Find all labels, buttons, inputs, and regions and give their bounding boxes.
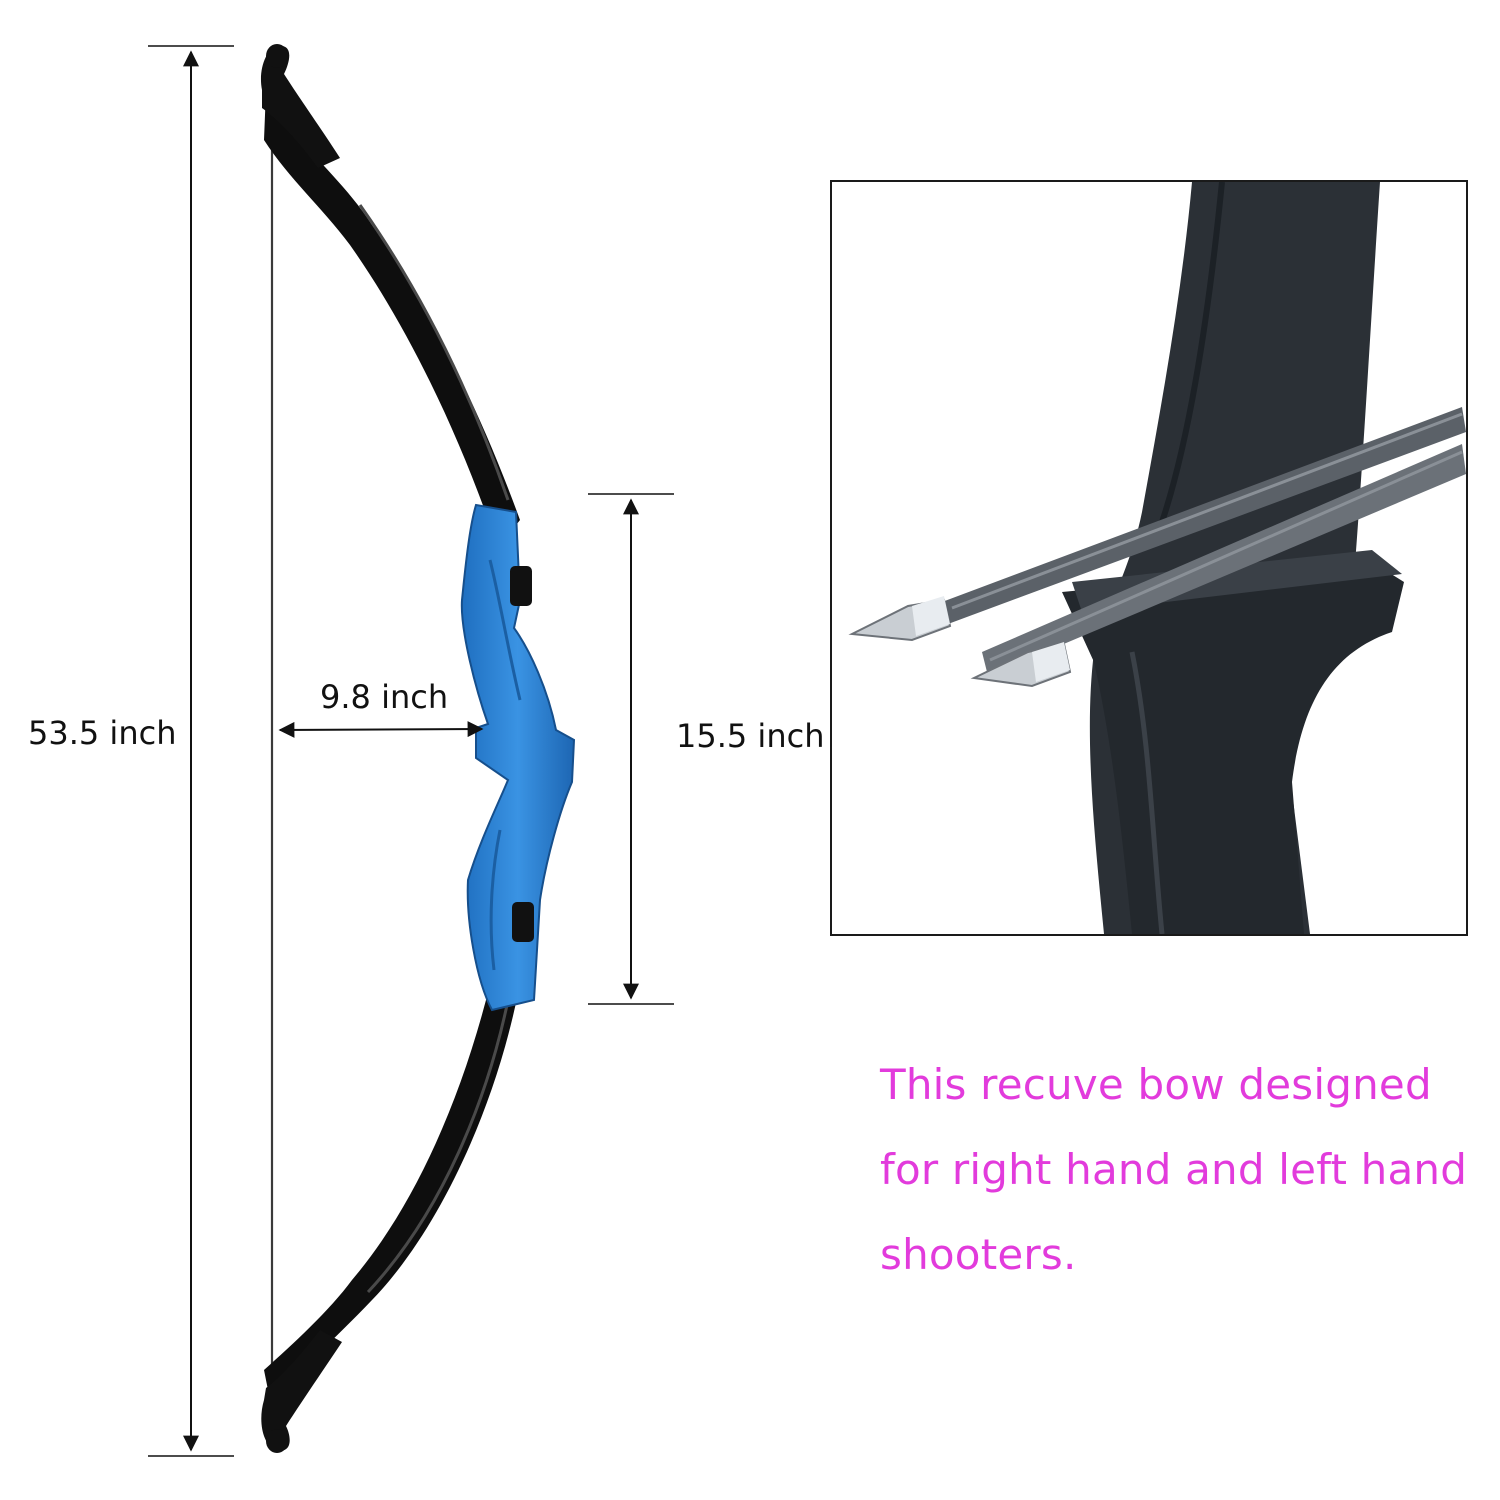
bow-riser bbox=[460, 503, 576, 1012]
riser-closeup-panel bbox=[830, 180, 1468, 936]
riser-dimension bbox=[588, 493, 674, 1005]
description-line-3: shooters. bbox=[880, 1230, 1077, 1279]
lower-limb bbox=[261, 950, 522, 1453]
arrow-tips bbox=[848, 596, 1072, 688]
riser-length-label: 15.5 inch bbox=[676, 717, 825, 755]
upper-limb bbox=[260, 44, 520, 548]
brace-height-label: 9.8 inch bbox=[320, 678, 449, 716]
height-dimension bbox=[148, 45, 234, 1457]
description-line-2: for right hand and left hand bbox=[880, 1145, 1468, 1194]
arrow-shafts bbox=[942, 407, 1466, 676]
description-line-1: This recuve bow designed bbox=[880, 1060, 1432, 1109]
brace-arrow bbox=[278, 721, 484, 738]
bow-height-label: 53.5 inch bbox=[28, 714, 177, 752]
riser-closeup-image bbox=[832, 182, 1466, 934]
